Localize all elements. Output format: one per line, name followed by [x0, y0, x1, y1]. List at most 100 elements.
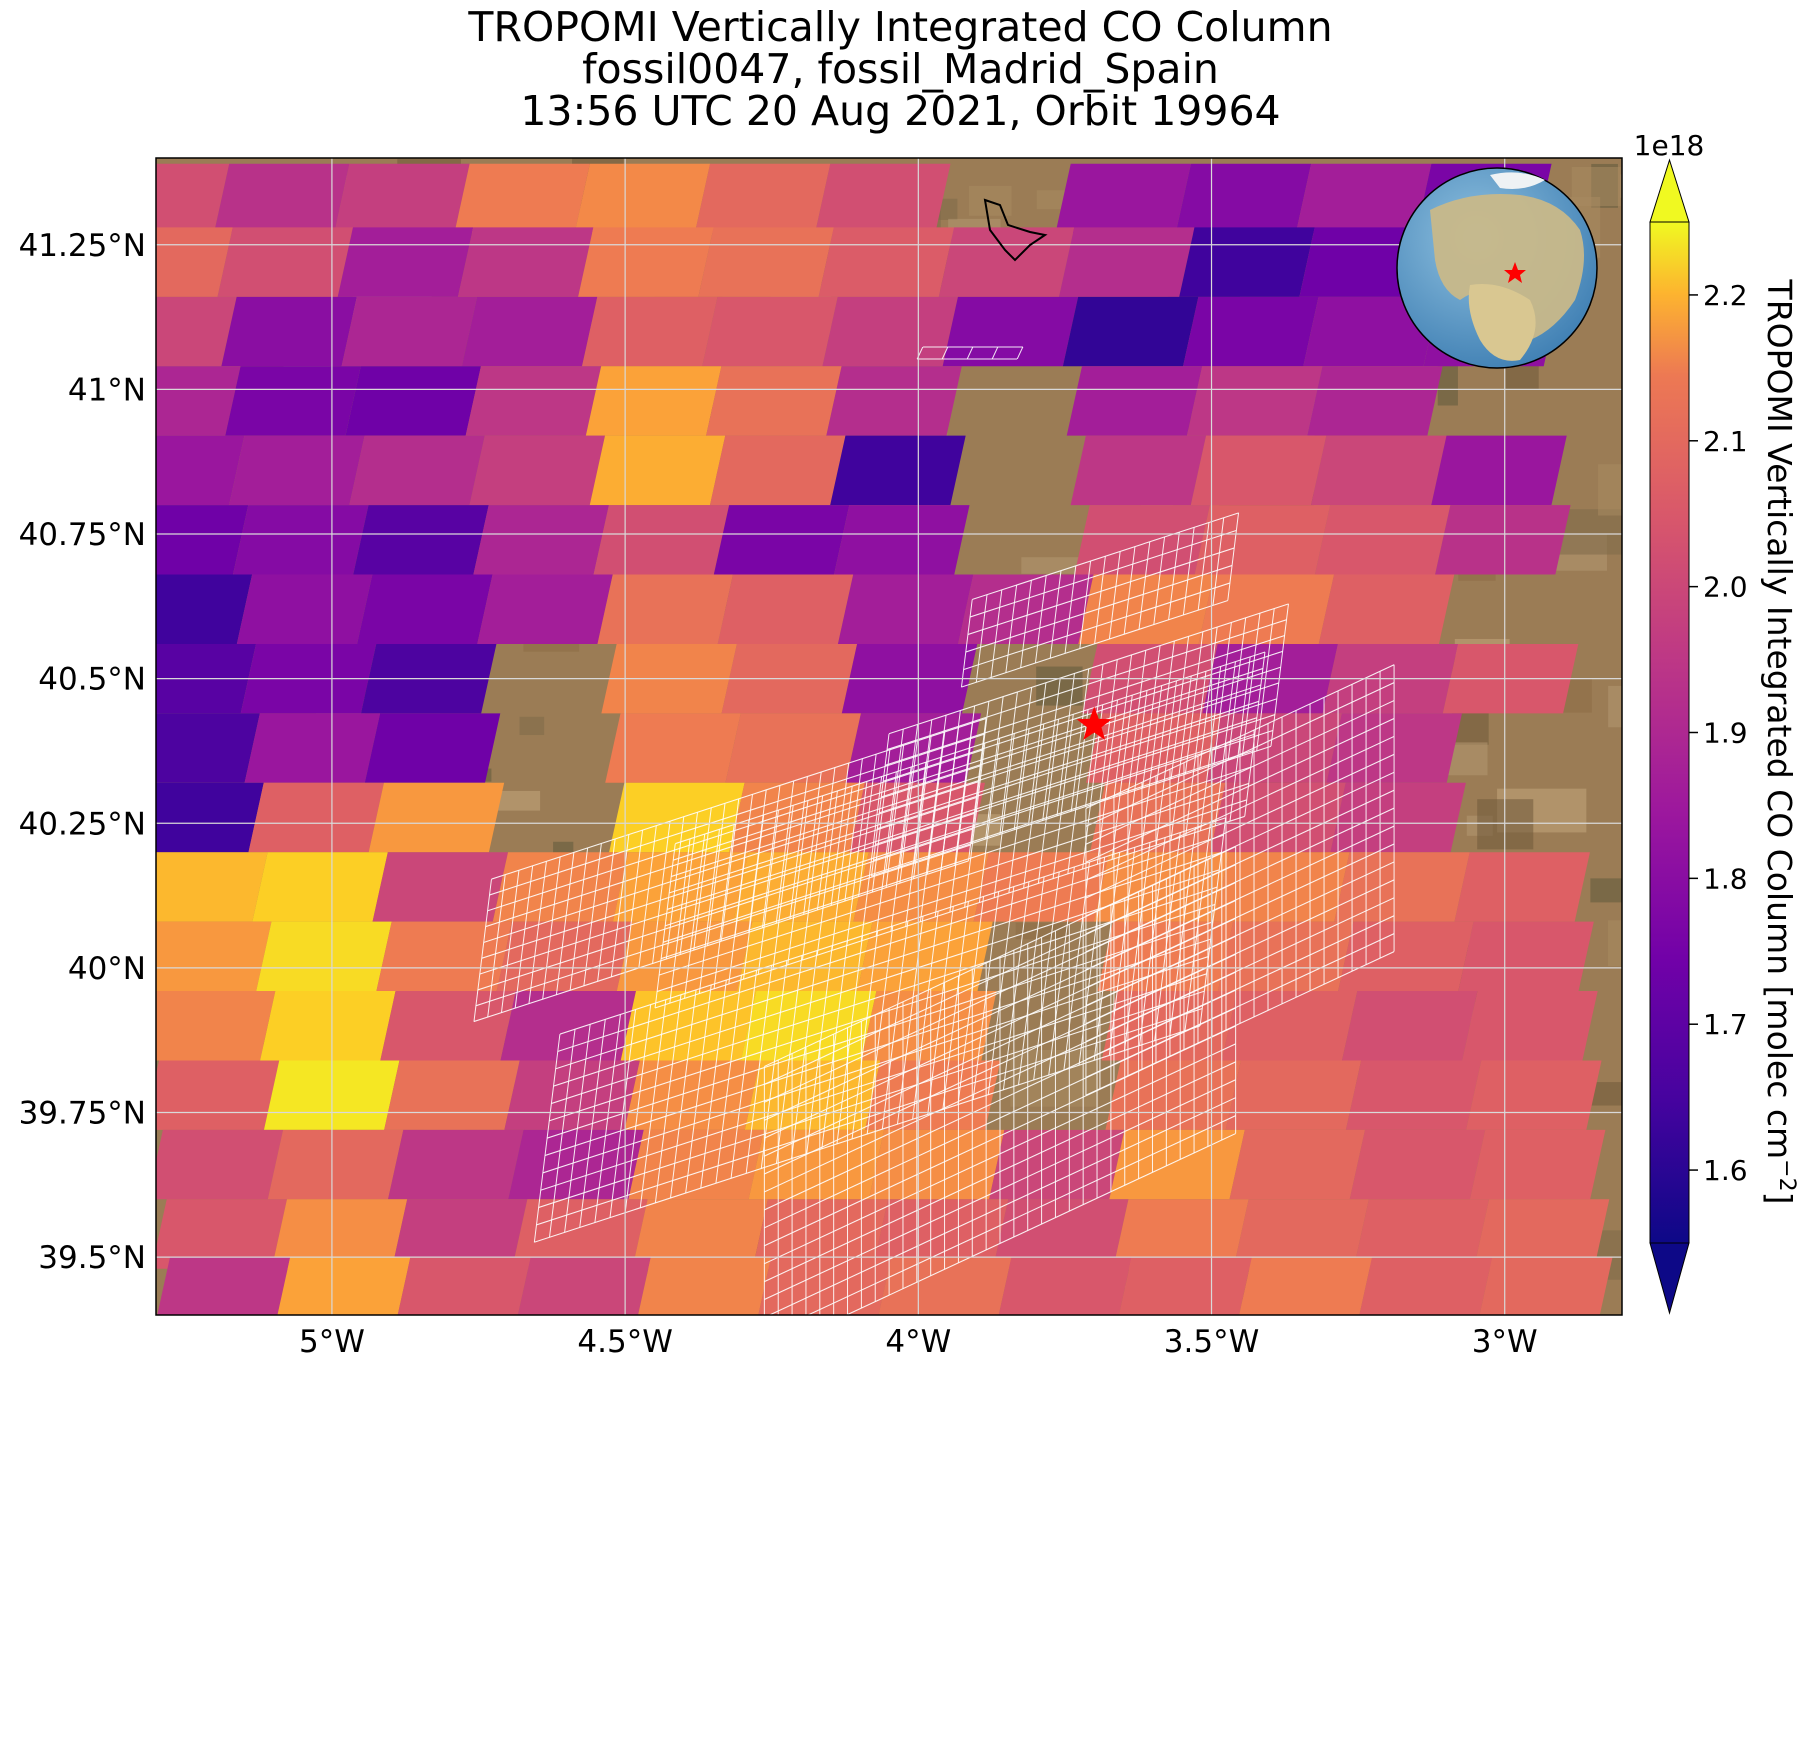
co-swath-pixels [156, 163, 1613, 1315]
mesh-line [1085, 950, 1395, 1096]
terrain-patch [1571, 166, 1621, 207]
co-pixel [156, 1060, 280, 1130]
co-pixel [1179, 227, 1315, 297]
co-pixel [1473, 1199, 1610, 1269]
mesh-line [665, 733, 1255, 927]
mesh-line [1153, 536, 1166, 625]
mesh-line [671, 684, 1261, 878]
mesh-line [816, 767, 836, 911]
mesh-line [968, 718, 987, 862]
co-pixel [1359, 1257, 1493, 1315]
mesh-line [899, 740, 918, 884]
co-pixel [156, 574, 253, 644]
colorbar-extend-low [1649, 1242, 1690, 1315]
x-tick-label: 3.5°W [1164, 1324, 1259, 1360]
mesh-line [942, 710, 961, 854]
co-pixel [578, 227, 714, 297]
co-pixel [364, 713, 501, 783]
mesh-line [491, 717, 987, 880]
co-pixel [1466, 1060, 1602, 1130]
co-pixel [252, 852, 388, 922]
mesh-line [536, 1007, 1203, 1226]
co-pixel [156, 435, 245, 506]
co-pixel [938, 227, 1075, 297]
mesh-patch [916, 346, 1024, 360]
mesh-line [569, 847, 589, 991]
co-pixel [589, 435, 726, 506]
co-pixel [229, 435, 365, 506]
mesh-line [669, 700, 1259, 894]
mesh-line [557, 834, 1224, 1053]
co-pixel [349, 435, 485, 506]
mesh-line [1085, 933, 1395, 1078]
credit-created: Created 2 Jul 2025 [1385, 1636, 1609, 1664]
mesh-line [1182, 527, 1195, 616]
mesh-line [748, 789, 767, 933]
co-pixel [156, 921, 272, 992]
mesh-line [1042, 677, 1061, 821]
mesh-line [489, 733, 985, 896]
co-pixel [1089, 782, 1226, 853]
mesh-line [965, 564, 1233, 653]
co-pixel [1349, 1129, 1486, 1200]
mesh-line [675, 651, 1265, 845]
mesh-line [941, 347, 949, 359]
mesh-line [1079, 560, 1092, 649]
terrain-patch [519, 716, 545, 736]
mesh-line [879, 682, 1279, 814]
co-pixel [368, 782, 505, 853]
mesh-line [1168, 531, 1180, 620]
mesh-line [479, 812, 975, 975]
mesh-line [1085, 825, 1395, 971]
mesh-line [1085, 843, 1395, 989]
mesh-line [1184, 631, 1204, 775]
mesh-line [673, 667, 1263, 861]
co-pixel [260, 991, 396, 1061]
mesh-line [1170, 636, 1190, 779]
x-axis-ticks: 5°W 4.5°W 4°W 3.5°W 3°W [299, 1324, 1538, 1360]
mesh-line [1108, 551, 1121, 640]
co-pixel [725, 713, 861, 783]
credit-text: Created 2 Jul 2025 Source: NASA/JPL-Calt… [1302, 1635, 1609, 1695]
mesh-line [1227, 512, 1240, 601]
co-pixel [717, 574, 854, 644]
co-pixel [1175, 163, 1312, 234]
co-pixel [834, 505, 970, 575]
mesh-line [990, 589, 1003, 678]
co-pixel [334, 163, 470, 234]
co-pixel [1353, 1199, 1490, 1269]
co-pixel [1338, 921, 1474, 992]
co-pixel [1229, 1129, 1366, 1200]
mesh-line [1085, 753, 1395, 899]
co-pixel [267, 1129, 404, 1200]
globe-land [1430, 194, 1584, 340]
mesh-line [551, 886, 1218, 1105]
co-pixel [232, 505, 369, 575]
mesh-line [555, 851, 1222, 1070]
co-pixel [156, 852, 268, 922]
co-pixel [989, 1129, 1125, 1200]
mesh-line [956, 705, 976, 849]
co-pixel [156, 782, 264, 853]
y-tick-label: 41°N [68, 372, 146, 408]
co-pixel [878, 1257, 1012, 1315]
mesh-line [1270, 603, 1289, 747]
mesh-line [1085, 664, 1104, 807]
co-pixel [156, 505, 249, 575]
co-pixel [337, 227, 474, 297]
colorbar-extend-high [1649, 158, 1690, 223]
high-res-footprint-grid [473, 346, 1395, 1315]
co-pixel [156, 1199, 287, 1269]
terrain-patch [1021, 557, 1086, 574]
terrain-patch [496, 790, 541, 811]
co-pixel [244, 713, 381, 783]
x-tick-label: 4.5°W [577, 1324, 672, 1360]
colorbar-tick-label: 2.2 [1703, 279, 1748, 312]
site-star-marker [1076, 706, 1112, 740]
mesh-line [991, 347, 999, 359]
co-pixel [822, 296, 958, 367]
co-pixel [380, 991, 516, 1061]
co-pixel [1062, 296, 1199, 367]
co-pixel [733, 852, 869, 922]
co-pixel [1070, 435, 1207, 506]
